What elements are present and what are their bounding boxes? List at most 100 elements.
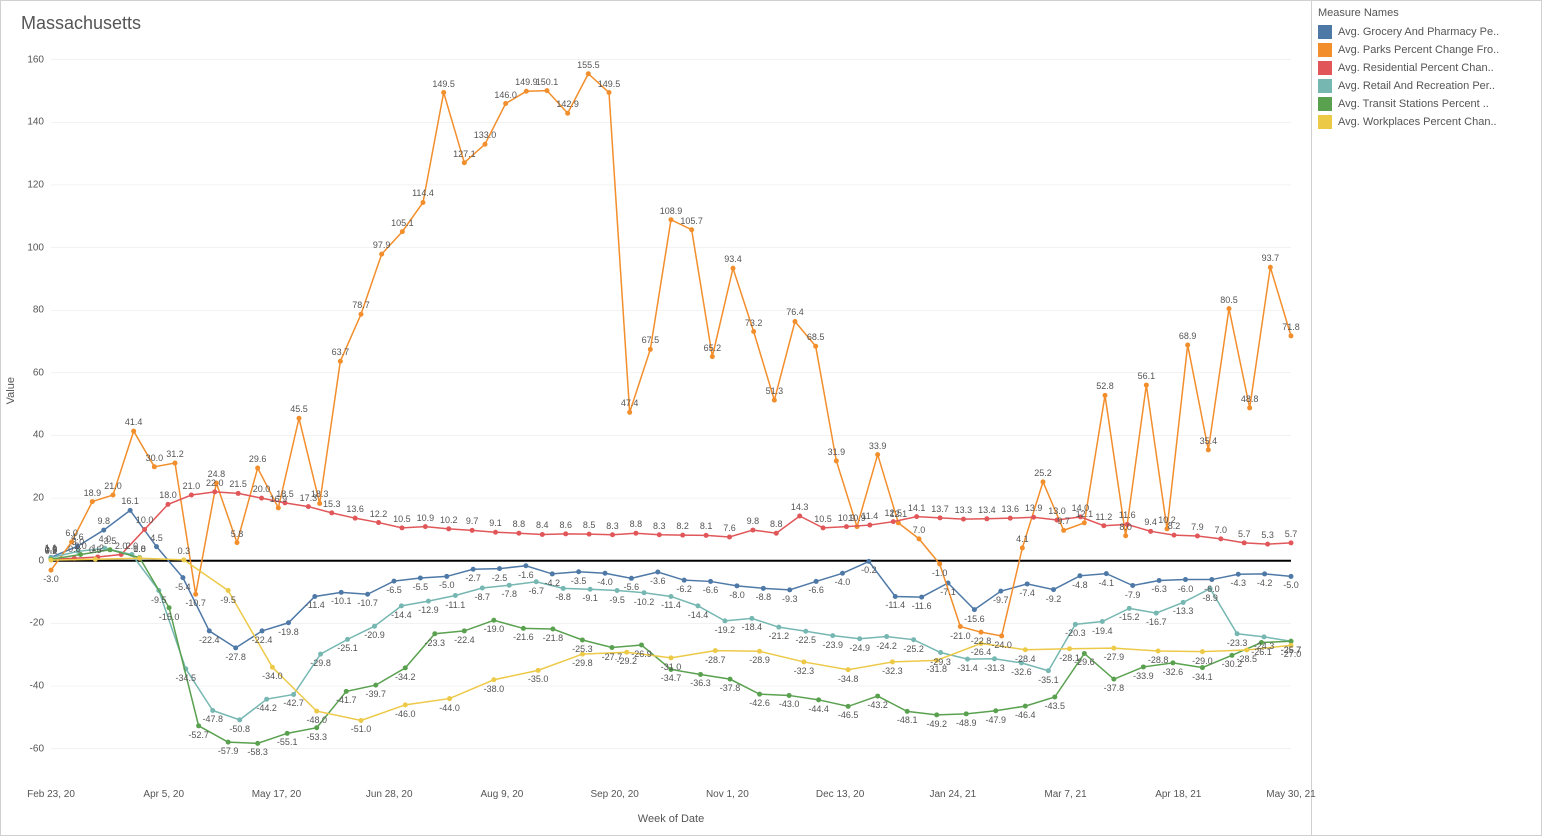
series-point[interactable] (128, 508, 133, 513)
series-point[interactable] (669, 667, 674, 672)
series-point[interactable] (757, 649, 762, 654)
series-point[interactable] (774, 531, 779, 536)
series-point[interactable] (152, 464, 157, 469)
series-point[interactable] (787, 693, 792, 698)
series-point[interactable] (761, 586, 766, 591)
legend-item[interactable]: Avg. Parks Percent Change Fro.. (1318, 41, 1535, 59)
series-point[interactable] (329, 510, 334, 515)
series-point[interactable] (373, 683, 378, 688)
series-point[interactable] (372, 624, 377, 629)
series-point[interactable] (1078, 514, 1083, 519)
series-point[interactable] (787, 587, 792, 592)
series-point[interactable] (891, 519, 896, 524)
series-point[interactable] (972, 607, 977, 612)
series-point[interactable] (934, 712, 939, 717)
series-point[interactable] (1227, 306, 1232, 311)
series-point[interactable] (1195, 534, 1200, 539)
series-point[interactable] (934, 658, 939, 663)
series-point[interactable] (403, 702, 408, 707)
legend-item[interactable]: Avg. Grocery And Pharmacy Pe.. (1318, 23, 1535, 41)
series-point[interactable] (830, 633, 835, 638)
series-point[interactable] (108, 547, 113, 552)
series-point[interactable] (1170, 660, 1175, 665)
series-point[interactable] (306, 504, 311, 509)
series-point[interactable] (1183, 577, 1188, 582)
series-point[interactable] (101, 528, 106, 533)
series-point[interactable] (447, 696, 452, 701)
series-point[interactable] (648, 347, 653, 352)
series-point[interactable] (1148, 529, 1153, 534)
series-point[interactable] (1200, 649, 1205, 654)
series-point[interactable] (1111, 646, 1116, 651)
series-point[interactable] (237, 717, 242, 722)
series-point[interactable] (1235, 631, 1240, 636)
series-point[interactable] (580, 652, 585, 657)
series-point[interactable] (846, 704, 851, 709)
series-point[interactable] (893, 594, 898, 599)
series-point[interactable] (587, 532, 592, 537)
series-point[interactable] (734, 583, 739, 588)
series-point[interactable] (1208, 586, 1213, 591)
series-point[interactable] (1265, 542, 1270, 547)
series-point[interactable] (365, 592, 370, 597)
series-line[interactable] (51, 558, 1291, 720)
series-point[interactable] (999, 633, 1004, 638)
series-point[interactable] (491, 677, 496, 682)
series-point[interactable] (75, 544, 80, 549)
series-point[interactable] (480, 586, 485, 591)
series-point[interactable] (260, 628, 265, 633)
series-point[interactable] (890, 659, 895, 664)
series-point[interactable] (917, 536, 922, 541)
series-point[interactable] (713, 648, 718, 653)
series-point[interactable] (629, 576, 634, 581)
series-point[interactable] (979, 641, 984, 646)
series-point[interactable] (708, 579, 713, 584)
series-point[interactable] (264, 697, 269, 702)
series-point[interactable] (462, 160, 467, 165)
series-point[interactable] (937, 561, 942, 566)
series-point[interactable] (750, 528, 755, 533)
series-point[interactable] (173, 461, 178, 466)
series-point[interactable] (884, 634, 889, 639)
series-point[interactable] (1262, 634, 1267, 639)
series-point[interactable] (1025, 581, 1030, 586)
series-point[interactable] (722, 618, 727, 623)
series-point[interactable] (695, 603, 700, 608)
series-point[interactable] (1103, 393, 1108, 398)
series-point[interactable] (840, 571, 845, 576)
series-point[interactable] (212, 489, 217, 494)
series-point[interactable] (521, 626, 526, 631)
series-point[interactable] (154, 544, 159, 549)
series-point[interactable] (1055, 518, 1060, 523)
series-point[interactable] (180, 575, 185, 580)
series-point[interactable] (516, 531, 521, 536)
series-point[interactable] (1104, 571, 1109, 576)
series-point[interactable] (797, 513, 802, 518)
series-point[interactable] (1165, 526, 1170, 531)
series-point[interactable] (698, 672, 703, 677)
series-point[interactable] (1289, 540, 1294, 545)
series-point[interactable] (563, 531, 568, 536)
series-point[interactable] (403, 665, 408, 670)
series-point[interactable] (938, 515, 943, 520)
series-point[interactable] (338, 359, 343, 364)
series-point[interactable] (297, 416, 302, 421)
series-point[interactable] (536, 668, 541, 673)
series-point[interactable] (867, 523, 872, 528)
series-point[interactable] (1111, 677, 1116, 682)
series-point[interactable] (49, 568, 54, 573)
series-point[interactable] (78, 552, 83, 557)
series-point[interactable] (814, 579, 819, 584)
series-point[interactable] (1082, 520, 1087, 525)
series-point[interactable] (446, 526, 451, 531)
series-point[interactable] (984, 516, 989, 521)
series-point[interactable] (353, 516, 358, 521)
series-point[interactable] (615, 588, 620, 593)
legend-item[interactable]: Avg. Retail And Recreation Per.. (1318, 77, 1535, 95)
series-point[interactable] (1206, 447, 1211, 452)
series-point[interactable] (1023, 704, 1028, 709)
series-point[interactable] (359, 312, 364, 317)
series-point[interactable] (992, 656, 997, 661)
series-point[interactable] (728, 677, 733, 682)
series-point[interactable] (470, 528, 475, 533)
